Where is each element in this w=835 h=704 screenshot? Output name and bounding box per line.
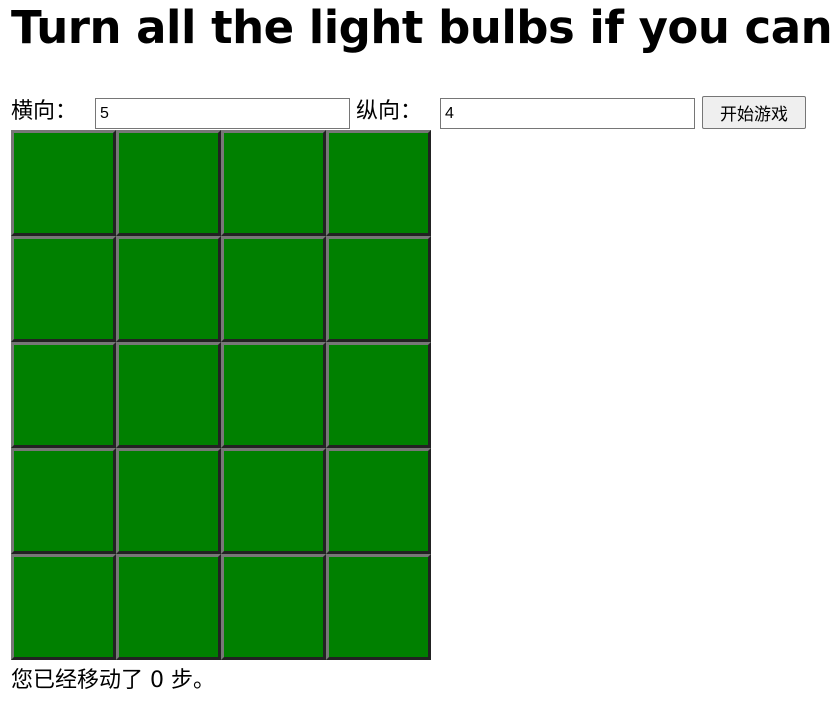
bulb-cell[interactable] xyxy=(326,236,431,342)
cols-label: 纵向： xyxy=(356,99,423,124)
rows-label: 横向： xyxy=(11,99,78,124)
bulb-cell[interactable] xyxy=(221,236,326,342)
rows-input[interactable] xyxy=(95,98,350,129)
bulb-cell[interactable] xyxy=(116,236,221,342)
bulb-cell[interactable] xyxy=(326,448,431,554)
bulb-cell[interactable] xyxy=(116,130,221,236)
move-counter: 您已经移动了 0 步。 xyxy=(11,668,215,693)
bulb-cell[interactable] xyxy=(11,236,116,342)
bulb-cell[interactable] xyxy=(116,342,221,448)
bulb-cell[interactable] xyxy=(11,342,116,448)
start-button[interactable]: 开始游戏 xyxy=(702,96,806,129)
bulb-cell[interactable] xyxy=(326,342,431,448)
bulb-cell[interactable] xyxy=(11,448,116,554)
bulb-cell[interactable] xyxy=(221,130,326,236)
board xyxy=(11,130,431,660)
bulb-cell[interactable] xyxy=(221,448,326,554)
bulb-cell[interactable] xyxy=(116,448,221,554)
bulb-cell[interactable] xyxy=(11,130,116,236)
bulb-cell[interactable] xyxy=(221,342,326,448)
bulb-cell[interactable] xyxy=(11,554,116,660)
bulb-cell[interactable] xyxy=(326,554,431,660)
bulb-cell[interactable] xyxy=(326,130,431,236)
bulb-cell[interactable] xyxy=(116,554,221,660)
bulb-cell[interactable] xyxy=(221,554,326,660)
title: Turn all the light bulbs if you can! xyxy=(11,1,835,54)
cols-input[interactable] xyxy=(440,98,695,129)
